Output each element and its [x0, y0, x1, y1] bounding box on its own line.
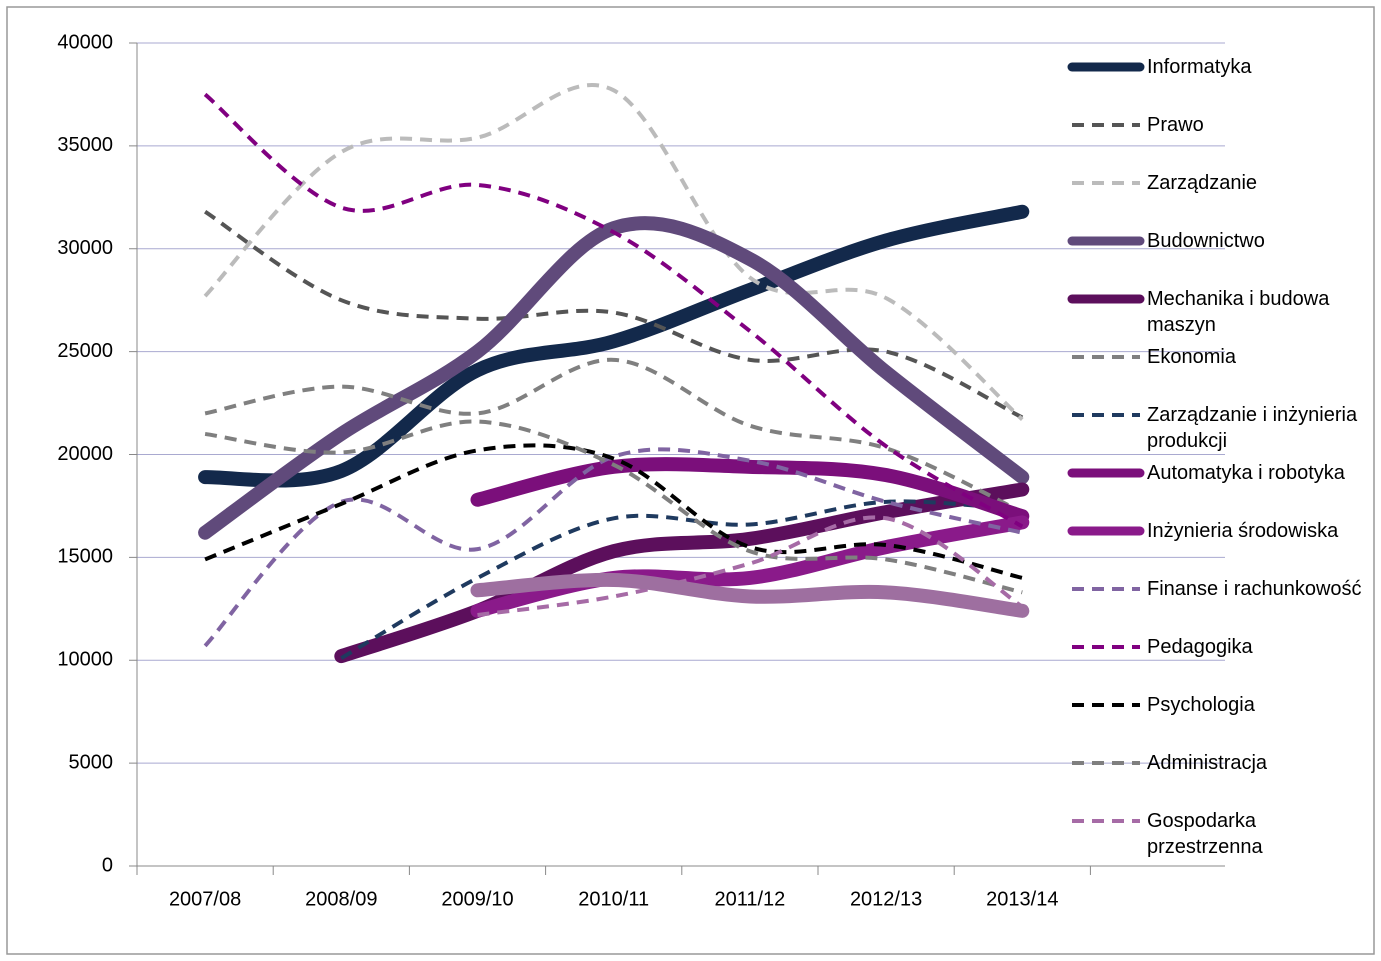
- x-tick-label: 2007/08: [169, 888, 241, 910]
- series-line: [203, 83, 1024, 422]
- x-tick-label: 2010/11: [578, 888, 649, 910]
- legend-label: Administracja: [1147, 752, 1268, 774]
- legend-label: Finanse i rachunkowość: [1147, 578, 1362, 600]
- legend-label: Informatyka: [1147, 56, 1252, 78]
- legend-label: Automatyka i robotyka: [1147, 462, 1345, 484]
- legend-label: Inżynieria środowiska: [1147, 520, 1339, 542]
- series-line: [204, 357, 1024, 514]
- x-tick-label: 2013/14: [986, 888, 1058, 910]
- series-line: [204, 443, 1023, 580]
- y-tick-label: 40000: [57, 31, 113, 53]
- legend-label: Zarządzanie i inżynieria produkcji: [1147, 404, 1358, 452]
- legend-label: Psychologia: [1147, 694, 1255, 716]
- chart-border: [6, 6, 1375, 955]
- y-tick-label: 10000: [57, 649, 113, 671]
- series-line: [198, 216, 1030, 540]
- series-line: [203, 92, 1024, 529]
- y-tick-label: 20000: [57, 443, 113, 465]
- y-tick-label: 25000: [57, 340, 113, 362]
- series-line: [334, 482, 1030, 664]
- y-tick-label: 15000: [57, 546, 113, 568]
- legend-label: Prawo: [1147, 114, 1204, 136]
- series-line: [204, 419, 1023, 595]
- legend-label: Gospodarka przestrzenna: [1147, 810, 1263, 858]
- y-tick-label: 35000: [57, 134, 113, 156]
- legend-label: Budownictwo: [1147, 230, 1265, 252]
- series-line: [470, 457, 1030, 524]
- series-line: [470, 572, 1030, 618]
- x-tick-label: 2009/10: [441, 888, 513, 910]
- legend-label: Pedagogika: [1147, 636, 1253, 658]
- legend-label: Mechanika i budowa maszyn: [1147, 288, 1330, 336]
- legend-label: Ekonomia: [1147, 346, 1236, 368]
- y-tick-label: 5000: [69, 751, 114, 773]
- x-tick-label: 2011/12: [714, 888, 785, 910]
- series-line: [340, 499, 1023, 660]
- y-tick-label: 0: [102, 854, 113, 876]
- series-line: [204, 210, 1024, 420]
- legend-label: Zarządzanie: [1147, 172, 1258, 194]
- series-line: [203, 447, 1023, 648]
- series-line: [198, 204, 1030, 488]
- y-tick-label: 30000: [57, 237, 113, 259]
- x-tick-label: 2012/13: [850, 888, 922, 910]
- x-tick-label: 2008/09: [305, 888, 377, 910]
